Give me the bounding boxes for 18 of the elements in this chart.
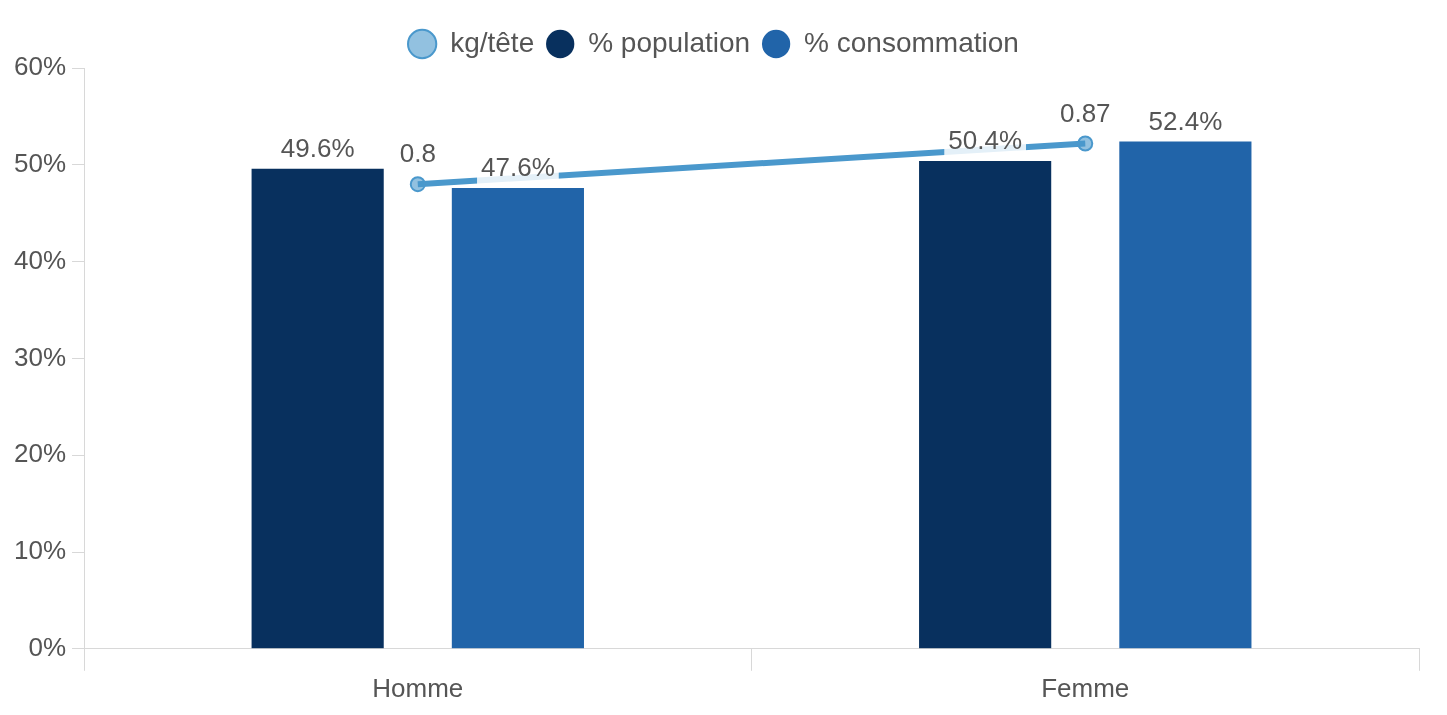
- x-tick-label: Homme: [372, 672, 464, 703]
- data-label: 0.87: [1059, 97, 1111, 128]
- y-tick-label: 10%: [13, 535, 67, 566]
- y-tick-label: 20%: [13, 438, 67, 469]
- legend-label: % population: [588, 26, 751, 58]
- y-tick-label: 30%: [13, 341, 67, 372]
- y-tick-label: 40%: [13, 244, 67, 275]
- y-tick-label: 60%: [13, 51, 67, 82]
- x-tick-label: Femme: [1041, 672, 1130, 703]
- data-label: 50.4%: [948, 125, 1022, 156]
- y-tick-label: 0%: [28, 631, 67, 662]
- y-tick-label: 50%: [13, 147, 67, 178]
- data-label: 52.4%: [1148, 105, 1223, 136]
- legend-label: kg/tête: [450, 26, 535, 58]
- data-label: 49.6%: [280, 132, 355, 163]
- data-label: 47.6%: [481, 152, 555, 183]
- data-label: 0.8: [399, 138, 436, 169]
- legend-label: % consommation: [804, 26, 1019, 58]
